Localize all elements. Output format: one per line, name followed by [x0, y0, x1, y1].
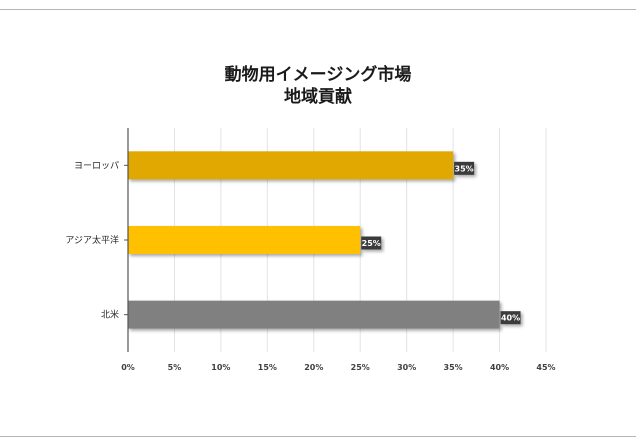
bar [128, 226, 361, 254]
axes: 0% 5% 10% 15% 20% 25% 30% 35% 40% 45% ヨーロッパアジア太平洋北… [65, 128, 556, 372]
top-divider [0, 9, 636, 10]
x-tick-label: 0% [121, 363, 135, 372]
x-tick-label: 25% [351, 363, 370, 372]
data-label: 35% [455, 164, 474, 173]
x-tick-label: 40% [490, 363, 509, 372]
category-label: ヨーロッパ [74, 160, 119, 171]
x-tick-label: 30% [397, 363, 416, 372]
bar [128, 300, 500, 329]
data-label: 40% [501, 314, 520, 323]
x-tick-label: 10% [211, 363, 230, 372]
category-label: アジア太平洋 [65, 234, 119, 246]
bottom-divider [0, 436, 636, 437]
x-tick-label: 20% [304, 363, 323, 372]
x-tick-label: 5% [168, 363, 182, 372]
chart-title-line-1: 動物用イメージング市場 [224, 65, 412, 85]
data-labels: 35% 25% 40% [361, 161, 521, 325]
x-tick-label: 15% [258, 363, 277, 372]
bar [128, 151, 454, 180]
data-label-box [454, 161, 475, 175]
data-label: 25% [362, 239, 381, 248]
x-tick-label: 35% [444, 363, 463, 372]
chart-title: 動物用イメージング市場 地域貢献 [0, 64, 636, 108]
data-label-box [361, 236, 382, 250]
chart-title-line-2: 地域貢献 [284, 87, 352, 107]
data-label-box [500, 311, 521, 325]
x-tick-label: 45% [536, 363, 555, 372]
bars [128, 151, 500, 329]
category-label: 北米 [101, 309, 119, 321]
